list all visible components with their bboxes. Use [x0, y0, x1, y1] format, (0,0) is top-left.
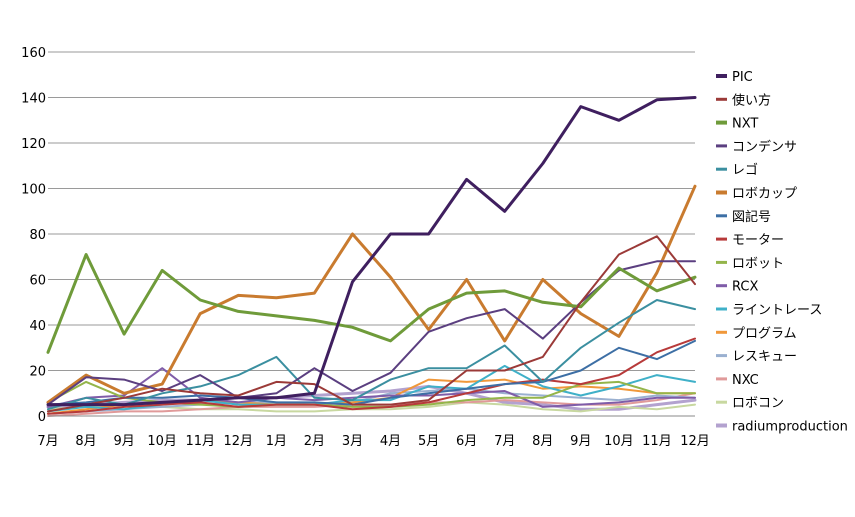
x-tick-label: 5月 [418, 434, 439, 449]
legend-label: ロボコン [732, 396, 784, 411]
x-tick-label: 7月 [37, 434, 58, 449]
x-tick-label: 7月 [494, 434, 515, 449]
y-tick-label: 60 [29, 274, 46, 289]
x-tick-label: 8月 [532, 434, 553, 449]
legend-label: radiumproduction [732, 420, 848, 435]
legend-label: ロボット [732, 256, 784, 271]
series-line-12 [47, 387, 696, 415]
y-tick-label: 40 [29, 319, 46, 334]
legend-label: NXT [732, 117, 758, 132]
x-tick-label: 3月 [342, 434, 363, 449]
legend-label: ロボカップ [732, 187, 797, 202]
series-line-7 [47, 337, 696, 415]
series-line-0 [46, 96, 697, 407]
x-tick-label: 4月 [380, 434, 401, 449]
y-tick-label: 0 [38, 410, 46, 425]
series-line-4 [47, 299, 696, 411]
legend-label: 使い方 [732, 92, 771, 108]
x-tick-label: 9月 [113, 434, 134, 449]
y-tick-label: 160 [21, 46, 46, 61]
legend-label: レゴ [732, 162, 758, 178]
x-tick-label: 12月 [224, 434, 254, 449]
x-tick-label: 10月 [147, 434, 177, 449]
series-line-2 [46, 253, 697, 354]
legend-label: モーター [732, 233, 784, 248]
legend-label: レスキュー [732, 350, 797, 365]
legend-label: PIC [732, 70, 753, 85]
legend-label: 図記号 [732, 209, 771, 225]
legend-label: コンデンサ [732, 139, 797, 155]
legend-label: ライントレース [732, 303, 822, 318]
y-tick-label: 120 [21, 137, 46, 152]
legend-label: RCX [732, 280, 758, 295]
y-tick-label: 80 [29, 228, 46, 243]
x-axis-ticks: 7月 8月 9月 10月 11月 12月 1月 2月 3月 4月 5月 6月 7月 8月 9月 10月 11月 1… [37, 434, 709, 449]
series-line-15 [46, 384, 697, 411]
x-tick-label: 1月 [266, 434, 287, 449]
series-line-1 [47, 235, 696, 413]
y-tick-label: 20 [29, 365, 46, 380]
x-tick-label: 6月 [456, 434, 477, 449]
x-tick-label: 11月 [185, 434, 215, 449]
x-tick-label: 8月 [75, 434, 96, 449]
legend-label: NXC [732, 373, 759, 388]
legend-label: プログラム [732, 326, 797, 341]
x-tick-label: 12月 [680, 434, 710, 449]
series-line-6 [47, 339, 696, 406]
series-line-9 [47, 367, 696, 408]
x-tick-label: 11月 [642, 434, 672, 449]
series-lines [46, 96, 697, 417]
series-line-5 [46, 184, 697, 404]
y-tick-label: 100 [21, 183, 46, 198]
x-tick-label: 10月 [604, 434, 634, 449]
series-line-3 [47, 260, 696, 406]
x-tick-label: 9月 [570, 434, 591, 449]
x-tick-label: 2月 [304, 434, 325, 449]
y-axis-ticks: 0 20 40 60 80 100 120 140 160 [21, 46, 46, 425]
y-tick-label: 140 [21, 92, 46, 107]
